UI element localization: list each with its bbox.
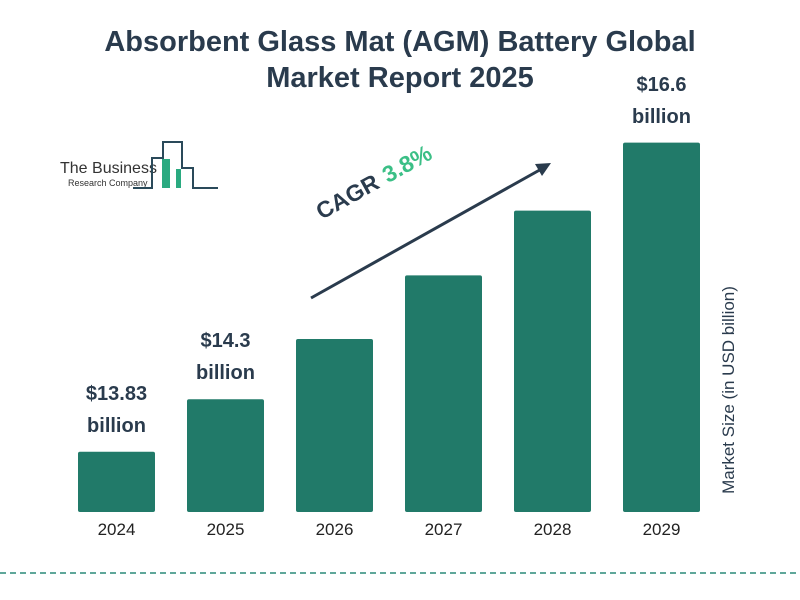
data-label-value: $16.6	[636, 73, 687, 96]
bar-2026	[296, 339, 373, 512]
x-tick-label: 2029	[642, 520, 681, 539]
y-axis-label: Market Size (in USD billion)	[719, 286, 738, 494]
cagr-arrow	[310, 165, 546, 300]
bar-2028	[514, 210, 591, 512]
x-tick-label: 2028	[533, 520, 572, 539]
bar-2027	[405, 275, 482, 512]
data-label: $16.6 billion	[602, 69, 722, 133]
x-tick-label: 2025	[206, 520, 245, 539]
logo-subtext: Research Company	[68, 178, 148, 188]
data-label-unit: billion	[87, 414, 146, 437]
x-tick-label: 2027	[424, 520, 463, 539]
bar-2025	[187, 399, 264, 512]
logo-graphic	[133, 141, 218, 189]
x-tick-label: 2026	[315, 520, 354, 539]
x-tick-label: 2024	[97, 520, 136, 539]
data-label-unit: billion	[196, 362, 255, 385]
data-label: $14.3 billion	[166, 325, 286, 389]
data-label: $13.83 billion	[57, 378, 177, 442]
data-label-value: $14.3	[200, 330, 251, 353]
data-label-unit: billion	[632, 105, 691, 128]
data-label-value: $13.83	[85, 382, 148, 405]
logo-text: The Business	[60, 160, 157, 177]
chart-title: Absorbent Glass Mat (AGM) Battery Global…	[0, 24, 800, 96]
title-line-1: Absorbent Glass Mat (AGM) Battery Global	[104, 26, 696, 58]
cagr-arrowhead	[535, 163, 551, 176]
title-line-2: Market Report 2025	[266, 62, 534, 94]
bar-2024	[78, 451, 155, 512]
bar-2029	[623, 142, 700, 512]
